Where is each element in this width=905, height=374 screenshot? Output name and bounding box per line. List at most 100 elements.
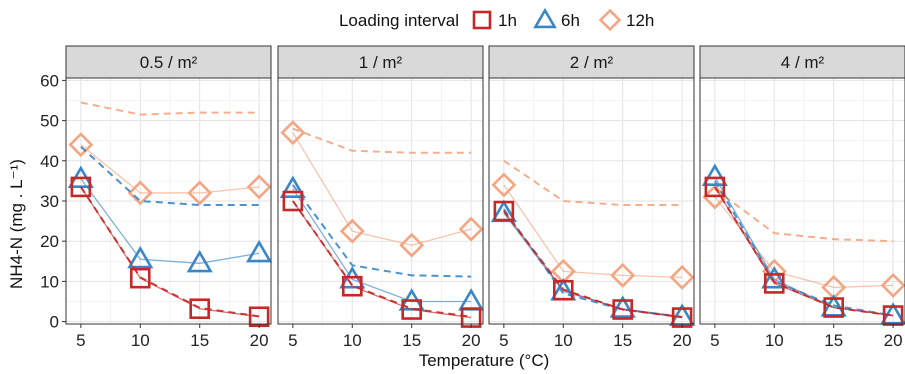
legend-title: Loading interval [339,11,459,30]
marker-6h-20 [246,239,273,263]
series-1h-facet-3 [493,200,693,328]
marker-12h-15 [187,180,213,206]
marker-6h-15 [186,249,213,273]
series-6h-facet-1 [67,145,273,273]
observed-line-6h [292,188,472,303]
marker-1h-10 [763,273,785,294]
model-line-12h [503,159,683,207]
x-tick-label: 20 [673,331,692,350]
marker-1h-5 [70,176,92,198]
observed-line-12h [503,184,683,279]
model-line-12h [80,101,260,116]
series-1h-facet-2 [282,190,482,328]
legend-item-1h: 1h [472,10,517,30]
panel-2: 1 / m² 5 10 15 20 [277,45,485,350]
x-tick-label: 10 [131,331,150,350]
marker-6h-10 [127,245,154,269]
marker-1h-10 [341,275,363,297]
x-tick-label: 5 [710,331,719,350]
y-tick-label: 10 [40,272,59,291]
x-axis-title: Temperature (°C) [419,351,550,370]
marker-1h-10 [129,267,151,289]
x-tick-label: 10 [343,331,362,350]
facet-label: 1 / m² [359,53,403,72]
observed-line-12h [292,132,472,246]
facet-strip [277,45,484,79]
panel-border [488,77,695,325]
x-tick-label: 15 [824,331,843,350]
x-tick-label: 20 [884,331,903,350]
model-line-6h [292,184,472,278]
marker-12h-20 [669,264,695,290]
marker-6h-5 [701,163,728,186]
y-tick-label: 20 [40,232,59,251]
marker-1h-15 [612,299,633,320]
x-tick-label: 15 [613,331,632,350]
legend-key-12h [598,8,622,32]
marker-1h-15 [401,299,422,320]
y-tick-label: 0 [50,313,59,332]
marker-1h-10 [552,279,574,301]
legend-item-12h: 12h [598,8,654,32]
series-12h-facet-1 [68,101,272,206]
legend-label-6h: 6h [561,11,580,30]
observed-line-1h [503,210,683,319]
marker-1h-15 [823,297,844,318]
legend-key-6h [533,7,557,29]
panel-4: 4 / m² 5 10 15 20 [699,45,905,350]
x-tick-label: 15 [190,331,209,350]
marker-6h-5 [279,175,306,199]
facet-label: 4 / m² [781,53,825,72]
x-tick-label: 15 [402,331,421,350]
y-tick-label: 30 [40,192,59,211]
marker-12h-10 [127,180,153,206]
series-12h-facet-2 [280,120,484,258]
marker-12h-10 [339,218,365,244]
observed-line-1h [292,200,472,319]
legend-label-12h: 12h [626,11,654,30]
marker-12h-5 [491,172,517,198]
marker-12h-5 [68,132,94,158]
x-tick-label: 5 [288,331,297,350]
panel-border [699,77,905,325]
y-tick-label: 50 [40,112,59,131]
facet-strip [488,45,695,79]
y-axis: 0 10 20 30 40 50 60 [40,71,66,332]
panel-3: 2 / m² 5 10 15 20 [488,45,696,350]
y-axis-title: NH4-N (mg . L⁻¹) [7,159,26,289]
marker-12h-20 [458,216,484,242]
legend-label-1h: 1h [498,11,517,30]
marker-6h-10 [761,265,788,289]
y-tick-label: 40 [40,152,59,171]
observed-line-12h [80,144,260,194]
x-tick-label: 10 [554,331,573,350]
marker-12h-20 [880,272,905,298]
marker-12h-5 [280,120,306,146]
observed-line-1h [80,186,260,318]
marker-1h-5 [493,200,515,222]
legend: Loading interval 1h 6h 12h [339,7,654,32]
marker-1h-5 [282,190,304,212]
marker-12h-15 [399,232,425,258]
marker-1h-15 [189,298,210,320]
facet-strip [699,45,905,79]
facet-strip [65,45,272,79]
marker-12h-15 [610,262,636,288]
facet-label: 0.5 / m² [140,53,198,72]
panel-border [277,77,484,325]
x-tick-label: 5 [76,331,85,350]
x-tick-label: 20 [250,331,269,350]
marker-12h-20 [246,174,272,200]
panels: 0.5 / m²5 10 15 201 / m²5 10 15 202 / m²5 10 15 2… [65,45,905,350]
observed-line-6h [80,178,260,264]
series-1h-facet-1 [70,176,270,328]
x-tick-label: 10 [765,331,784,350]
legend-items: 1h 6h 12h [472,7,654,32]
facet-label: 2 / m² [570,53,614,72]
model-line-6h [80,145,260,207]
panel-1: 0.5 / m² 5 10 15 20 [65,45,273,350]
marker-1h-5 [704,176,726,198]
x-tick-label: 5 [499,331,508,350]
x-tick-label: 20 [462,331,481,350]
